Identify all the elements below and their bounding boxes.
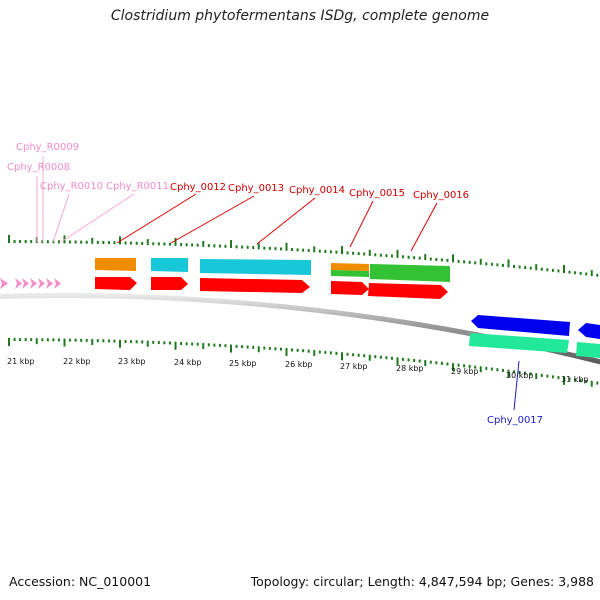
- ruler-label-30: 30 kbp: [506, 371, 534, 380]
- cds-arrow-cphy-0016[interactable]: [368, 283, 448, 299]
- label-cphy-0016[interactable]: Cphy_0016: [413, 190, 469, 201]
- cog-bar-cphy-0014[interactable]: [200, 259, 311, 275]
- rrna-chevron[interactable]: [30, 278, 37, 289]
- ruler-label-24: 24 kbp: [174, 358, 202, 367]
- ruler-label-21: 21 kbp: [7, 357, 35, 366]
- rrna-chevron[interactable]: [22, 278, 29, 289]
- cds-leader-line-reverse: [513, 360, 520, 411]
- rrna-chevron[interactable]: [15, 278, 22, 289]
- cog-bar-cphy-0012[interactable]: [95, 258, 136, 271]
- ruler-label-23: 23 kbp: [118, 357, 146, 366]
- ruler-label-26: 26 kbp: [285, 360, 313, 369]
- rrna-feature-group[interactable]: [0, 278, 61, 289]
- rrna-chevron[interactable]: [0, 278, 8, 289]
- rrna-leader-lines: [36, 156, 135, 243]
- cds-arrow-cphy-0014[interactable]: [200, 278, 310, 293]
- cds-arrow-reverse-b[interactable]: [578, 323, 600, 339]
- cog-bar-cphy-0015-a[interactable]: [331, 263, 369, 271]
- rrna-chevron[interactable]: [54, 278, 61, 289]
- rrna-chevron[interactable]: [38, 278, 45, 289]
- label-cphy-0017[interactable]: Cphy_0017: [487, 415, 543, 426]
- rrna-chevron[interactable]: [46, 278, 53, 289]
- cog-row-forward: [95, 258, 450, 282]
- cog-bar-cphy-0017[interactable]: [469, 333, 569, 353]
- ruler-label-25: 25 kbp: [229, 359, 257, 368]
- label-cphy-r0010[interactable]: Cphy_R0010: [40, 181, 103, 192]
- reverse-cds-row: [469, 315, 600, 358]
- ruler-label-28: 28 kbp: [396, 364, 424, 373]
- cds-arrow-cphy-0012[interactable]: [95, 277, 137, 290]
- cds-leader-lines: [116, 193, 438, 252]
- map-title: Clostridium phytofermentans ISDg, comple…: [110, 8, 490, 24]
- ruler-label-27: 27 kbp: [340, 362, 368, 371]
- ruler-label-22: 22 kbp: [63, 357, 91, 366]
- label-cphy-0014[interactable]: Cphy_0014: [289, 185, 345, 196]
- label-cphy-r0009[interactable]: Cphy_R0009: [16, 142, 79, 153]
- forward-cds-row: [95, 277, 448, 299]
- genome-summary: Topology: circular; Length: 4,847,594 bp…: [250, 574, 594, 589]
- cds-arrow-cphy-0015[interactable]: [331, 281, 369, 295]
- cog-bar-cphy-0015-b[interactable]: [331, 270, 369, 277]
- ruler-label-29: 29 kbp: [451, 367, 479, 376]
- accession-label: Accession: NC_010001: [9, 574, 152, 589]
- cog-bar-cphy-0016[interactable]: [370, 264, 450, 282]
- label-cphy-0015[interactable]: Cphy_0015: [349, 188, 405, 199]
- label-cphy-0013[interactable]: Cphy_0013: [228, 183, 284, 194]
- inner-ruler-ticks: [8, 338, 599, 387]
- label-cphy-r0011[interactable]: Cphy_R0011: [106, 181, 169, 192]
- label-cphy-r0008[interactable]: Cphy_R0008: [7, 162, 70, 173]
- cog-bar-cphy-0017-next[interactable]: [576, 342, 600, 358]
- cds-arrow-reverse-a[interactable]: [471, 315, 570, 336]
- cds-arrow-cphy-0013[interactable]: [151, 277, 188, 290]
- label-cphy-0012[interactable]: Cphy_0012: [170, 182, 226, 193]
- ruler-label-31: 31 kbp: [561, 375, 589, 384]
- cog-bar-cphy-0013[interactable]: [151, 258, 188, 272]
